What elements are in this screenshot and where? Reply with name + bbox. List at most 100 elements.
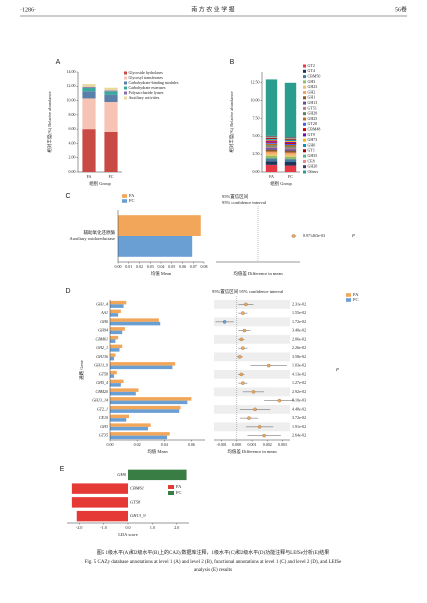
- bar-segment: [265, 164, 278, 172]
- ci-label: 95%置信区间: [222, 193, 249, 200]
- x-tick-label: 0.05: [168, 264, 175, 269]
- legend-label: GH35: [308, 153, 318, 158]
- legend-label: Auxiliary activities: [129, 95, 160, 100]
- legend-swatch: [303, 138, 306, 142]
- bar-segment: [104, 94, 118, 102]
- category-label: GH5_4: [96, 380, 108, 385]
- legend-swatch: [303, 64, 306, 68]
- legend-swatch: [124, 76, 127, 80]
- bar-segment: [82, 129, 96, 172]
- p-value-label: 2.92e-02: [292, 389, 306, 394]
- legend-swatch: [303, 122, 306, 126]
- x-tick-label: -2.0: [76, 525, 82, 530]
- legend-swatch: [168, 485, 174, 489]
- bar-segment: [284, 146, 297, 148]
- category-label: GH13_14: [92, 398, 108, 403]
- bar: [71, 483, 128, 494]
- p-value-label: 1.55e-02: [292, 310, 306, 315]
- category-label: GT58: [99, 371, 108, 376]
- legend-label: GT4: [308, 68, 315, 73]
- legend-swatch: [303, 106, 306, 110]
- bar-segment: [104, 91, 118, 95]
- legend-label: GT28: [308, 121, 317, 126]
- legend-label: Polysaccharide lyases: [129, 90, 164, 95]
- legend-label: GH1: [308, 95, 316, 100]
- category-label: GH1_4: [96, 301, 108, 306]
- x-tick-label: 0.000: [232, 442, 241, 447]
- bar: [110, 379, 124, 384]
- legend-label: Others: [308, 169, 319, 174]
- x-axis-label: 组别 Group: [270, 180, 292, 187]
- x-tick-label: FC: [109, 174, 114, 179]
- diff-point: [239, 337, 244, 342]
- diff-point: [292, 234, 296, 238]
- y-tick-label: 7.50: [253, 115, 260, 120]
- bar: [110, 335, 119, 340]
- bar-segment: [284, 82, 297, 138]
- x-tick-label: FC: [288, 174, 293, 179]
- x-tick-label: 2.0: [174, 525, 179, 530]
- legend-label: GT51: [308, 105, 317, 110]
- diff-point: [257, 425, 262, 429]
- category-label: GT35: [99, 433, 108, 438]
- bar: [110, 435, 167, 440]
- panel-label: A: [56, 59, 61, 66]
- y-tick-label: 4.00: [69, 140, 76, 145]
- bar: [110, 374, 115, 378]
- bar-segment: [265, 138, 278, 140]
- legend-swatch: [303, 128, 306, 132]
- bar-segment: [284, 142, 297, 144]
- caption-en: analysis (E) results: [194, 568, 232, 573]
- bar: [110, 300, 127, 305]
- bar: [76, 510, 128, 522]
- legend-label: FA: [353, 292, 359, 297]
- p-value-label: 1.91e-02: [292, 424, 306, 429]
- legend-swatch: [303, 101, 306, 105]
- category-label: CBM61: [96, 336, 108, 341]
- legend-label: CBM50: [308, 74, 321, 79]
- panel-label: D: [65, 288, 70, 295]
- legend-swatch: [303, 91, 306, 94]
- p-value-label: 2.64e-02: [292, 433, 306, 438]
- category-label: GH136: [96, 354, 108, 359]
- bar-segment: [265, 148, 278, 150]
- bar-segment: [284, 159, 297, 162]
- diff-point: [222, 320, 227, 324]
- bar-segment: [82, 87, 96, 92]
- x2-axis-label: 均值差 Difference in mean: [227, 448, 277, 455]
- p-value-label: 1.03e-02: [292, 363, 306, 368]
- x-tick-label: 0.03: [147, 264, 154, 269]
- bar-segment: [265, 135, 278, 137]
- x-tick-label: 0.06: [179, 264, 186, 269]
- diff-point: [241, 346, 245, 350]
- legend-label: Carbohydrate esterases: [129, 85, 166, 90]
- p-value-label: 4.48e-02: [292, 406, 306, 411]
- bar: [110, 383, 121, 387]
- bar: [110, 400, 188, 405]
- x-axis-label: 均值 Mean: [147, 448, 168, 455]
- x-tick-label: 0.00: [107, 442, 114, 447]
- bar: [110, 321, 161, 326]
- y-tick-label: 12.00: [67, 83, 76, 88]
- bar-segment: [284, 165, 297, 172]
- legend-label: FC: [353, 297, 359, 302]
- legend-label: GH73: [308, 137, 318, 142]
- x-tick-label: 0.02: [134, 442, 141, 447]
- legend-label: Glycosyl transferases: [129, 75, 164, 80]
- bar: [110, 362, 176, 366]
- bar: [110, 391, 136, 396]
- category-label: GH0: [100, 319, 108, 324]
- bar: [110, 330, 123, 335]
- x-tick-label: -0.001: [216, 442, 226, 447]
- bar-segment: [265, 140, 278, 142]
- x-tick-label: 0.01: [125, 264, 132, 269]
- legend-swatch: [303, 144, 306, 147]
- bar: [118, 215, 201, 236]
- legend-label: GH0: [308, 142, 316, 147]
- p-axis-label: P: [335, 367, 339, 372]
- x-tick-label: 0.04: [158, 264, 165, 269]
- page-number: ·1286·: [20, 7, 36, 13]
- bar: [110, 327, 125, 331]
- legend-label: GH23: [308, 84, 318, 89]
